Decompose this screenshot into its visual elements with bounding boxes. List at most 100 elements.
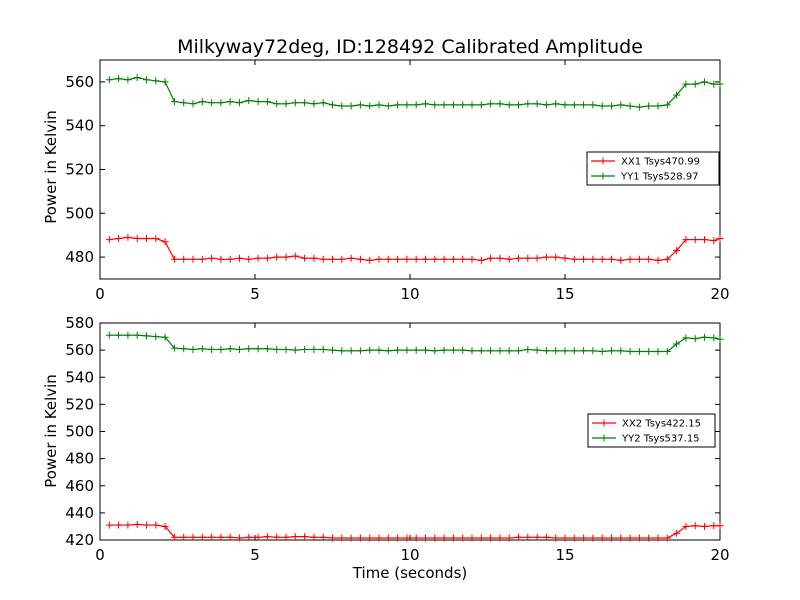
x-tick-label: 5 — [250, 546, 260, 564]
data-point — [710, 522, 718, 530]
data-point — [198, 255, 206, 263]
data-point — [552, 253, 560, 261]
data-point — [338, 347, 346, 355]
data-point — [273, 533, 281, 541]
data-point — [561, 101, 569, 109]
data-point — [226, 533, 234, 541]
y-tick-label: 460 — [65, 477, 94, 495]
data-point — [254, 533, 262, 541]
bottom-y-axis-label: Power in Kelvin — [42, 374, 60, 488]
y-tick-label: 480 — [65, 450, 94, 468]
data-point — [143, 521, 150, 529]
x-tick-label: 0 — [95, 546, 105, 564]
data-point — [263, 254, 271, 262]
data-point — [189, 533, 197, 541]
data-point — [431, 101, 439, 109]
data-point — [347, 254, 355, 262]
data-point — [635, 347, 643, 355]
data-point — [691, 80, 699, 88]
data-point — [542, 101, 550, 109]
data-point — [384, 255, 392, 263]
data-point — [542, 253, 550, 261]
data-point — [291, 533, 299, 541]
data-point — [310, 345, 318, 353]
data-point — [226, 345, 234, 353]
x-tick-label: 20 — [710, 285, 729, 303]
data-point — [143, 234, 150, 242]
y-tick-label: 420 — [65, 531, 94, 549]
data-point — [124, 233, 132, 241]
data-point — [682, 80, 690, 88]
data-point — [570, 347, 578, 355]
data-point — [701, 78, 708, 86]
y-tick-label: 560 — [65, 73, 94, 91]
data-point — [412, 101, 420, 109]
data-point — [449, 346, 457, 354]
y-tick-label: 500 — [65, 423, 94, 441]
data-point — [412, 255, 420, 263]
data-point — [626, 534, 634, 542]
data-point — [375, 346, 383, 354]
data-point — [533, 346, 541, 354]
data-point — [263, 533, 271, 541]
data-point — [282, 253, 290, 261]
data-point — [133, 234, 141, 242]
data-point — [375, 101, 383, 109]
data-point — [356, 347, 364, 355]
data-point — [691, 335, 699, 343]
data-point — [254, 254, 262, 262]
data-point — [561, 347, 569, 355]
data-point — [617, 347, 625, 355]
data-point — [524, 100, 532, 108]
data-point — [589, 255, 597, 263]
data-point — [170, 98, 178, 106]
data-point — [570, 255, 578, 263]
data-point — [552, 100, 560, 108]
data-point — [608, 102, 615, 110]
data-point — [291, 346, 299, 354]
data-point — [468, 255, 476, 263]
data-point — [263, 98, 271, 106]
data-point — [208, 345, 216, 353]
data-point — [580, 347, 588, 355]
data-point — [180, 99, 188, 107]
x-tick-label: 15 — [555, 285, 574, 303]
data-point — [663, 255, 671, 263]
x-tick-label: 10 — [400, 285, 419, 303]
data-point — [552, 347, 560, 355]
data-point — [468, 101, 476, 109]
data-point — [552, 534, 560, 542]
data-point — [635, 534, 643, 542]
data-point — [263, 345, 271, 353]
data-point — [496, 254, 504, 262]
y-tick-label: 540 — [65, 368, 94, 386]
data-point — [701, 522, 708, 530]
x-tick-label: 15 — [555, 546, 574, 564]
legend-box — [587, 413, 716, 448]
x-tick-label: 0 — [95, 285, 105, 303]
data-point — [301, 99, 309, 107]
data-point — [617, 256, 625, 264]
data-point — [291, 252, 299, 260]
data-point — [329, 101, 336, 109]
data-point — [422, 346, 429, 354]
data-point — [198, 345, 206, 353]
data-point — [477, 101, 485, 109]
data-point — [459, 534, 467, 542]
data-point — [366, 534, 374, 542]
data-point — [487, 254, 495, 262]
data-point — [217, 345, 225, 353]
data-point — [608, 255, 615, 263]
data-point — [245, 533, 253, 541]
data-point — [515, 101, 522, 109]
data-point — [691, 236, 699, 244]
data-point — [682, 236, 690, 244]
data-point — [356, 534, 364, 542]
data-point — [291, 99, 299, 107]
data-point — [375, 255, 383, 263]
y-tick-label: 480 — [65, 248, 94, 266]
data-point — [152, 333, 160, 341]
data-point — [403, 101, 411, 109]
x-axis-label: Time (seconds) — [352, 564, 468, 582]
